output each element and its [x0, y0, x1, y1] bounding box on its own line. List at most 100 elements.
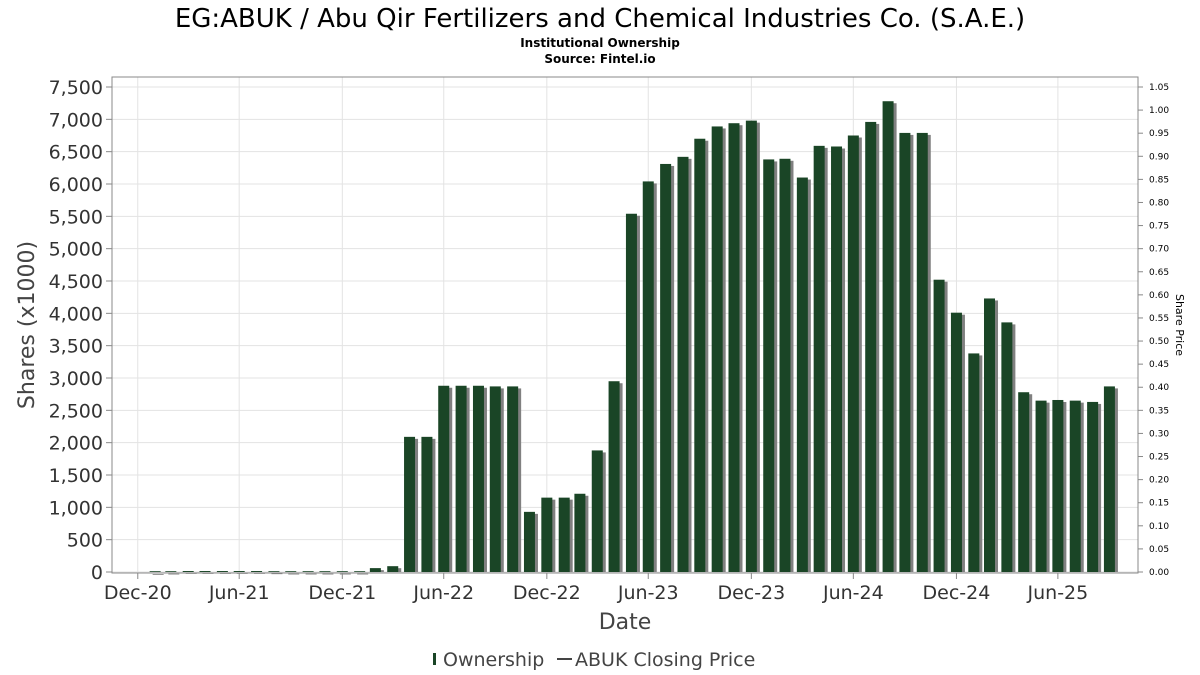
ownership-bars	[149, 101, 1115, 573]
x-tick-label: Dec-21	[308, 582, 376, 604]
bar	[149, 571, 161, 572]
bar	[523, 511, 535, 572]
y2-axis-label: Share Price	[1173, 294, 1186, 356]
bar	[268, 571, 280, 572]
bar	[319, 571, 331, 572]
bar	[796, 177, 808, 573]
plot-area	[112, 77, 1138, 573]
bar-shadow	[305, 573, 317, 575]
bar	[404, 436, 416, 572]
bar	[660, 163, 672, 572]
bar	[472, 385, 484, 572]
bar	[336, 571, 348, 572]
y2-tick-label: 0.50	[1149, 337, 1169, 347]
x-axis-label: Date	[599, 610, 652, 635]
legend-price-label: ABUK Closing Price	[575, 649, 755, 671]
y-tick-label: 2,500	[49, 400, 103, 422]
y-tick-label: 0	[91, 562, 103, 584]
y2-tick-label: 0.60	[1149, 291, 1169, 301]
bar	[694, 138, 706, 572]
y-tick-label: 3,500	[49, 336, 103, 358]
bar	[1103, 386, 1115, 572]
y2-tick-label: 0.55	[1149, 314, 1169, 324]
bar	[899, 132, 911, 572]
bar	[1069, 400, 1081, 572]
bar	[541, 497, 553, 572]
x-tick-label: Dec-20	[104, 582, 172, 604]
y2-tick-label: 1.05	[1149, 83, 1169, 93]
bar	[950, 312, 962, 572]
bar	[369, 568, 381, 572]
bar	[354, 571, 366, 572]
y-tick-label: 5,500	[49, 206, 103, 228]
bar	[165, 571, 177, 572]
bar	[438, 385, 450, 572]
x-tick-label: Jun-21	[208, 582, 270, 604]
x-tick-label: Jun-25	[1027, 582, 1089, 604]
y2-tick-label: 0.20	[1149, 476, 1169, 486]
y2-tick-label: 0.35	[1149, 406, 1169, 416]
y-tick-label: 2,000	[49, 433, 103, 455]
y2-tick-label: 0.30	[1149, 429, 1169, 439]
y2-tick-label: 0.90	[1149, 152, 1169, 162]
x-axis-ticks: Dec-20 Jun-21 Dec-21 Jun-22 Dec-22 Jun-23 Dec-…	[104, 573, 1088, 604]
x-tick-label: Dec-22	[513, 582, 581, 604]
legend-ownership-swatch	[433, 653, 436, 665]
bar-shadow	[288, 573, 300, 575]
y2-tick-label: 0.75	[1149, 222, 1169, 232]
bar	[1035, 400, 1047, 572]
x-tick-label: Dec-23	[717, 582, 785, 604]
bar	[847, 135, 859, 572]
bar	[251, 571, 263, 572]
y-axis-label: Shares (x1000)	[15, 241, 40, 409]
y2-tick-label: 0.95	[1149, 129, 1169, 139]
y-tick-label: 1,000	[49, 497, 103, 519]
y-tick-label: 3,000	[49, 368, 103, 390]
bar	[489, 386, 501, 572]
y2-tick-label: 0.85	[1149, 175, 1169, 185]
bar	[625, 213, 637, 572]
bar	[233, 571, 245, 572]
y2-tick-label: 0.10	[1149, 522, 1169, 532]
bar	[831, 146, 843, 572]
y2-tick-label: 1.00	[1149, 106, 1169, 116]
y-tick-label: 4,500	[49, 271, 103, 293]
bar	[591, 450, 603, 572]
chart-title: EG:ABUK / Abu Qir Fertilizers and Chemic…	[175, 4, 1025, 34]
bar	[642, 181, 654, 572]
bar	[285, 571, 297, 572]
bar	[677, 156, 689, 572]
y-tick-label: 5,000	[49, 239, 103, 261]
y-tick-label: 7,500	[49, 77, 103, 99]
chart-subtitle: Institutional Ownership	[520, 36, 680, 50]
bar	[984, 298, 996, 572]
y-tick-label: 1,500	[49, 465, 103, 487]
bar	[455, 385, 467, 572]
y-tick-label: 500	[67, 530, 103, 552]
y2-tick-label: 0.65	[1149, 268, 1169, 278]
bar	[1087, 401, 1099, 572]
y2-axis-ticks: 0.00 0.05 0.10 0.15 0.20 0.25 0.30 0.35 0.40 0.45…	[1138, 83, 1169, 578]
bar	[933, 279, 945, 572]
y2-tick-label: 0.80	[1149, 198, 1169, 208]
y2-tick-label: 0.25	[1149, 453, 1169, 463]
bar-shadow	[271, 573, 283, 575]
bar	[882, 101, 894, 572]
bar	[199, 571, 211, 572]
bar	[1001, 322, 1013, 572]
bar	[865, 121, 877, 573]
y2-tick-label: 0.45	[1149, 360, 1169, 370]
y2-tick-label: 0.15	[1149, 499, 1169, 509]
bar	[1052, 399, 1064, 572]
y-tick-label: 6,000	[49, 174, 103, 196]
bar-shadow	[152, 574, 164, 575]
bar	[421, 436, 433, 572]
bar-shadow	[322, 573, 334, 575]
y-axis-ticks: 0 500 1,000 1,500 2,000 2,500 3,000 3,500 4,000 4…	[49, 77, 112, 584]
x-tick-label: Dec-24	[923, 582, 991, 604]
bar	[711, 126, 723, 573]
x-tick-label: Jun-23	[617, 582, 679, 604]
bar	[1018, 392, 1030, 572]
bar	[916, 132, 928, 572]
